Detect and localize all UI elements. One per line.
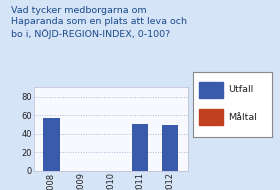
Text: Måltal: Måltal: [228, 113, 257, 122]
Bar: [199, 109, 223, 125]
Bar: [132, 124, 148, 171]
Bar: [43, 118, 60, 171]
Bar: [199, 82, 223, 98]
Text: Utfall: Utfall: [228, 86, 254, 94]
Text: Vad tycker medborgarna om
Haparanda som en plats att leva och
bo i, NÖJD-REGION-: Vad tycker medborgarna om Haparanda som …: [11, 6, 187, 39]
Bar: [162, 125, 178, 171]
